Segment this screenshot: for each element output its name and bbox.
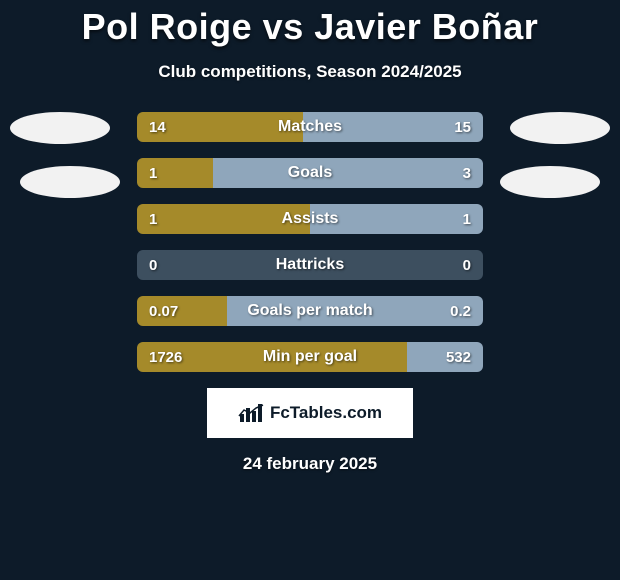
bar-row: 13Goals xyxy=(137,158,483,188)
player2-avatar-placeholder-bottom xyxy=(500,166,600,198)
date-label: 24 february 2025 xyxy=(0,454,620,474)
bar-label: Goals per match xyxy=(137,296,483,326)
page-title: Pol Roige vs Javier Boñar xyxy=(0,0,620,48)
bar-label: Matches xyxy=(137,112,483,142)
bar-row: 1415Matches xyxy=(137,112,483,142)
brand-text: FcTables.com xyxy=(270,403,382,423)
bar-row: 00Hattricks xyxy=(137,250,483,280)
comparison-chart: 1415Matches 13Goals 11Assists 00Hattricks 0.… xyxy=(0,112,620,372)
subtitle: Club competitions, Season 2024/2025 xyxy=(0,62,620,82)
bar-label: Min per goal xyxy=(137,342,483,372)
bar-row: 11Assists xyxy=(137,204,483,234)
bar-row: 0.070.2Goals per match xyxy=(137,296,483,326)
bars-container: 1415Matches 13Goals 11Assists 00Hattricks 0.… xyxy=(137,112,483,372)
player1-avatar-placeholder-bottom xyxy=(20,166,120,198)
bar-row: 1726532Min per goal xyxy=(137,342,483,372)
player1-avatar-placeholder-top xyxy=(10,112,110,144)
bar-chart-icon xyxy=(238,402,264,424)
bar-label: Assists xyxy=(137,204,483,234)
bar-label: Goals xyxy=(137,158,483,188)
bar-label: Hattricks xyxy=(137,250,483,280)
brand-badge: FcTables.com xyxy=(207,388,413,438)
player2-avatar-placeholder-top xyxy=(510,112,610,144)
